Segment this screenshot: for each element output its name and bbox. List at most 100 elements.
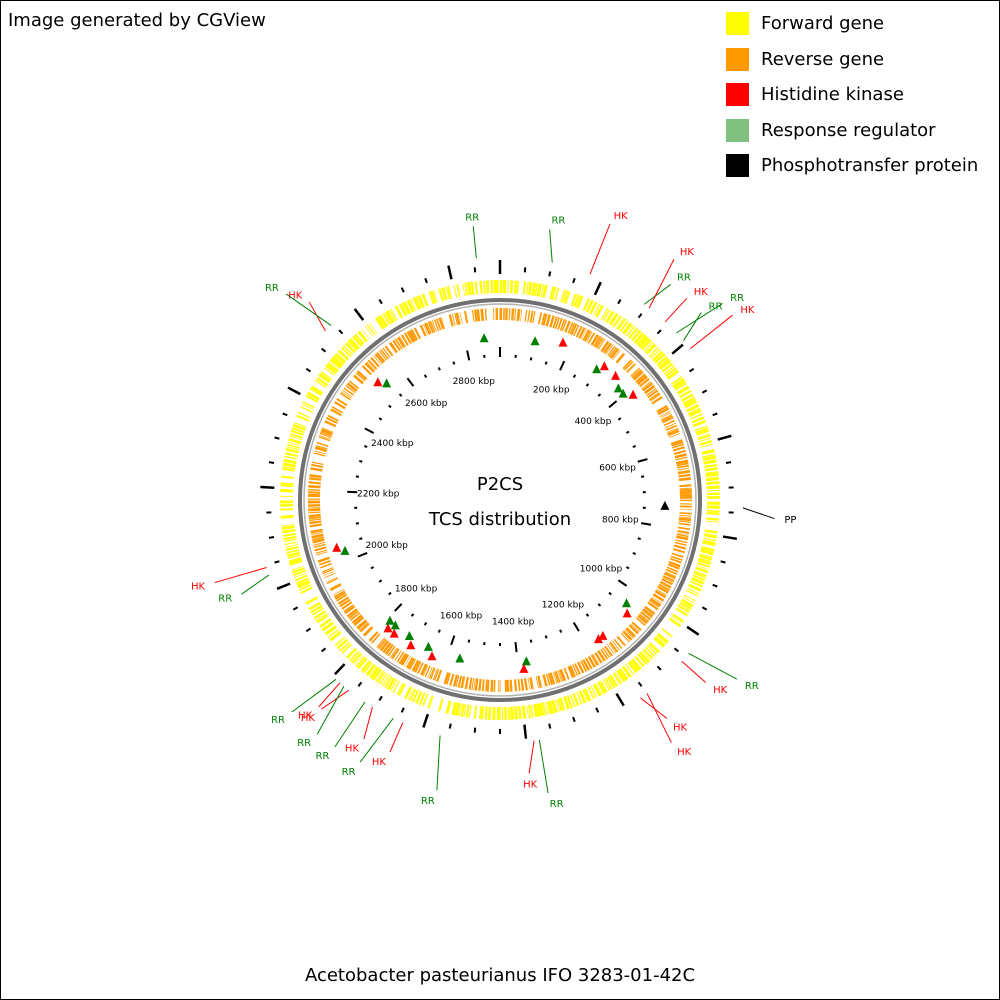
- forward-gene-block: [298, 584, 312, 591]
- forward-gene-block: [633, 332, 645, 344]
- forward-gene-block: [504, 706, 508, 720]
- forward-gene-block: [289, 559, 303, 566]
- backbone-ring: [298, 298, 702, 702]
- forward-gene-block: [671, 615, 683, 624]
- forward-gene-block: [281, 525, 295, 530]
- reverse-gene-block: [606, 644, 615, 655]
- forward-gene-block: [316, 614, 329, 624]
- forward-gene-block: [313, 610, 327, 620]
- reverse-gene-block: [318, 436, 331, 442]
- outer-tick: [274, 436, 280, 440]
- forward-gene-block: [294, 574, 308, 582]
- forward-gene-block: [415, 691, 423, 704]
- forward-gene-block: [692, 574, 706, 582]
- reverse-gene-block: [431, 320, 437, 332]
- reverse-gene-block: [676, 462, 689, 467]
- callout-label: HK: [523, 779, 538, 790]
- reverse-gene-block: [399, 336, 407, 347]
- forward-gene-block: [348, 338, 360, 350]
- reverse-gene-block: [527, 677, 531, 690]
- callout-line: [318, 682, 341, 708]
- forward-gene-block: [312, 607, 324, 616]
- reverse-gene-block: [651, 596, 663, 604]
- inner-tick: [467, 639, 471, 643]
- forward-gene-block: [605, 310, 615, 324]
- tick-label: 2200 kbp: [357, 489, 400, 499]
- legend-item-response-regulator: Response regulator: [726, 113, 978, 149]
- reverse-gene-block: [514, 679, 518, 692]
- reverse-gene-block: [344, 605, 356, 615]
- forward-gene-block: [542, 702, 547, 716]
- outer-tick: [334, 663, 346, 676]
- reverse-gene-block: [454, 313, 459, 326]
- inner-tick: [398, 393, 403, 397]
- inner-tick: [597, 603, 602, 607]
- reverse-gene-block: [577, 661, 585, 674]
- outer-tick: [276, 582, 291, 590]
- reverse-gene-block: [417, 662, 424, 674]
- reverse-gene-block: [656, 588, 667, 596]
- reverse-gene-block: [405, 656, 413, 669]
- callout-line: [676, 303, 723, 334]
- reverse-gene-block: [422, 664, 429, 677]
- response-regulator-marker: [385, 615, 395, 625]
- inner-tick: [529, 639, 533, 643]
- reverse-gene-block: [459, 312, 463, 325]
- forward-gene-block: [341, 643, 352, 654]
- reverse-gene-block: [527, 310, 531, 323]
- forward-gene-block: [458, 703, 463, 717]
- inner-tick: [572, 622, 580, 632]
- forward-gene-block: [482, 706, 485, 720]
- reverse-gene-block: [554, 317, 560, 329]
- forward-gene-block: [704, 467, 718, 472]
- reverse-gene-block: [679, 512, 692, 515]
- outer-tick: [686, 625, 700, 636]
- forward-gene-block: [616, 669, 627, 683]
- callout-label: RR: [297, 738, 311, 749]
- response-regulator-marker: [423, 641, 433, 651]
- forward-gene-block: [364, 325, 374, 337]
- forward-gene-block: [516, 280, 520, 294]
- reverse-gene-block: [420, 663, 428, 676]
- reverse-gene-block: [390, 647, 398, 658]
- forward-gene-block: [646, 344, 657, 355]
- forward-gene-block: [645, 343, 656, 354]
- forward-gene-block: [691, 416, 705, 424]
- forward-gene-block: [703, 459, 717, 465]
- callout-line: [648, 259, 675, 309]
- reverse-gene-block: [493, 308, 495, 321]
- reverse-gene-block: [612, 349, 621, 360]
- forward-gene-block: [412, 297, 421, 310]
- forward-gene-block: [289, 435, 303, 441]
- forward-gene-block: [686, 403, 700, 413]
- reverse-gene-block: [604, 645, 613, 657]
- reverse-gene-block: [651, 396, 663, 405]
- reverse-gene-block: [678, 522, 691, 526]
- forward-gene-block: [638, 336, 649, 348]
- reverse-gene-block: [679, 493, 692, 497]
- legend-swatch-reverse-gene: [726, 47, 749, 71]
- forward-gene-block: [372, 668, 382, 681]
- reverse-gene-block: [666, 566, 679, 573]
- reverse-gene-block: [532, 311, 536, 324]
- outer-tick: [292, 606, 299, 611]
- reverse-gene-block: [309, 474, 322, 479]
- forward-gene-block: [321, 621, 335, 632]
- forward-gene-block: [706, 481, 720, 485]
- callout-label: RR: [421, 796, 435, 807]
- forward-gene-block: [296, 414, 310, 422]
- forward-gene-block: [706, 485, 720, 490]
- reverse-gene-block: [679, 514, 692, 517]
- reverse-gene-block: [318, 560, 331, 566]
- reverse-gene-block: [674, 541, 687, 546]
- histidine-kinase-marker: [593, 634, 603, 644]
- forward-gene-block: [349, 651, 360, 662]
- outer-tick: [422, 713, 430, 728]
- reverse-gene-block: [529, 310, 533, 323]
- forward-gene-block: [636, 334, 647, 346]
- reverse-gene-block: [398, 652, 407, 665]
- reverse-gene-block: [608, 643, 617, 654]
- outer-tick: [523, 267, 527, 273]
- reverse-gene-block: [411, 659, 420, 672]
- reverse-gene-block: [559, 668, 567, 682]
